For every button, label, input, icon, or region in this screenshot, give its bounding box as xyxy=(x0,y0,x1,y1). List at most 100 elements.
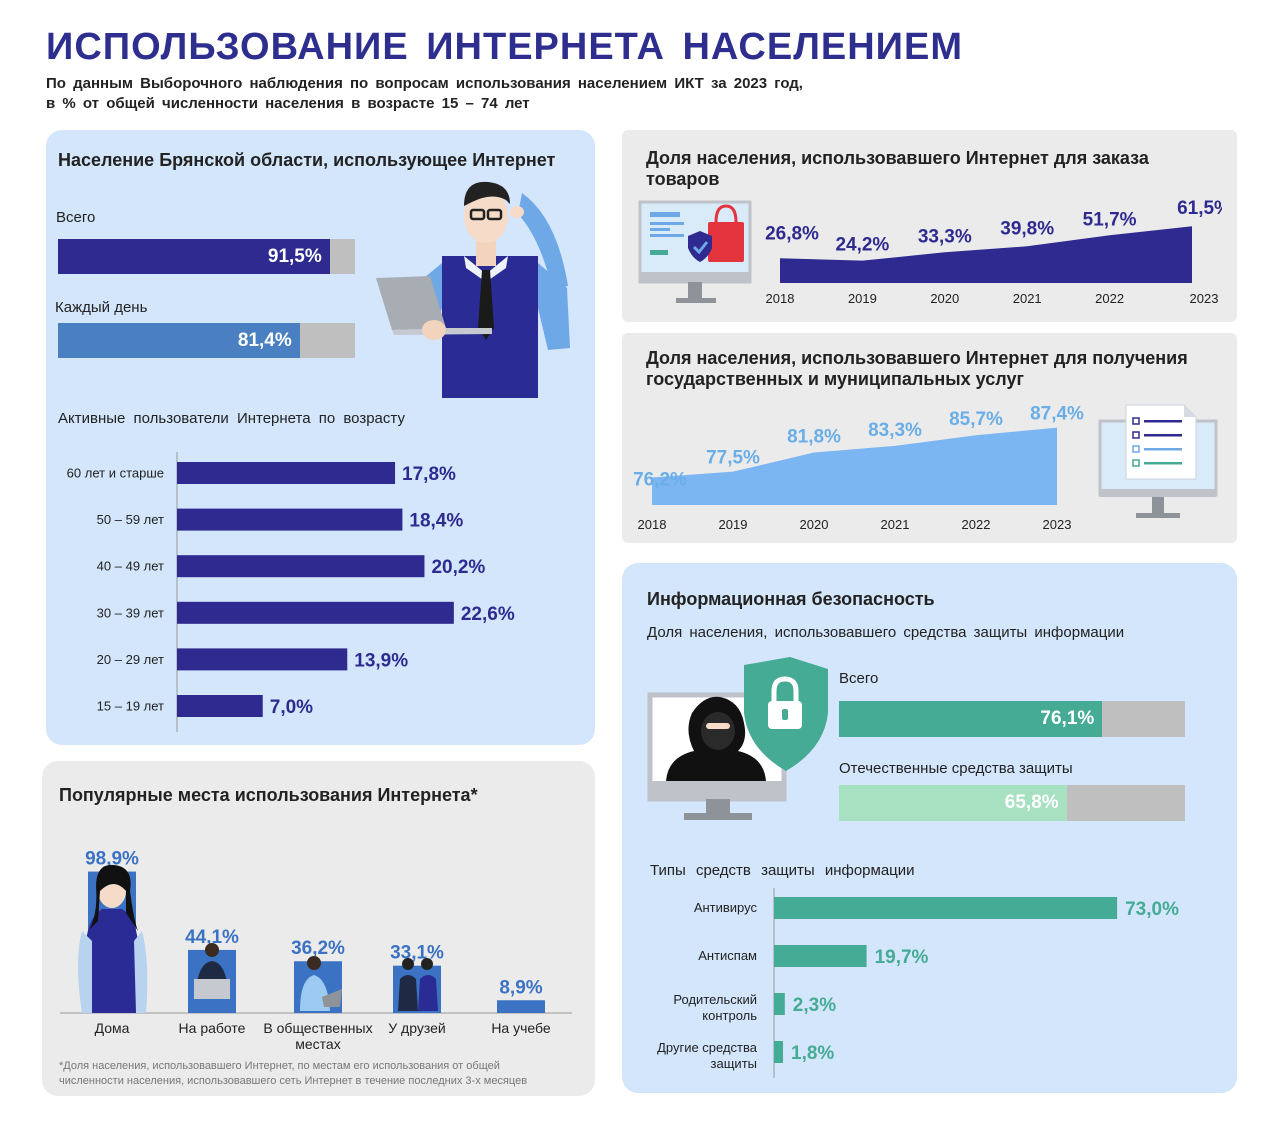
page-subtitle: По данным Выборочного наблюдения по вопр… xyxy=(46,74,803,114)
gov-heading: Доля населения, использовавшего Интернет… xyxy=(646,348,1188,389)
orders-year-label: 2023 xyxy=(1190,291,1219,306)
places-bar-chart: 98,9% Дома 44,1% На работе 36,2% В общественн… xyxy=(60,849,572,1051)
age-value-label: 7,0% xyxy=(270,697,313,718)
shopping-monitor-icon xyxy=(638,200,752,303)
subtitle-line-2: в % от общей численности населения в воз… xyxy=(46,95,530,112)
age-bar-chart: 60 лет и старше 17,8% 50 – 59 лет 18,4% 40 –… xyxy=(67,452,515,732)
types-value-label: 19,7% xyxy=(875,947,929,968)
daily-users-bar: 81,4% xyxy=(58,323,355,358)
types-value-label: 73,0% xyxy=(1125,899,1179,920)
gov-value-label: 85,7% xyxy=(949,409,1003,430)
protection-types-bar-chart: Антивирус 73,0% Антиспам 19,7% Родительскийк… xyxy=(657,888,1179,1078)
subtitle-line-1: По данным Выборочного наблюдения по вопр… xyxy=(46,75,803,92)
places-category-label: На учебе xyxy=(491,1020,551,1036)
daily-users-label: Каждый день xyxy=(55,299,148,316)
security-domestic-bar: 65,8% xyxy=(839,785,1185,821)
friends-icon xyxy=(398,958,438,1011)
internet-users-heading: Население Брянской области, использующее… xyxy=(58,150,556,170)
gov-value-label: 77,5% xyxy=(706,448,760,469)
types-value-label: 2,3% xyxy=(793,995,836,1016)
gov-year-label: 2023 xyxy=(1043,517,1072,532)
types-category-label: Антиспам xyxy=(698,948,757,963)
age-bar xyxy=(177,601,454,624)
orders-heading: Доля населения, использовавшего Интернет… xyxy=(646,148,1149,189)
age-category-label: 30 – 39 лет xyxy=(97,605,164,620)
footnote-line-2: численности населения, использовавшего с… xyxy=(59,1075,528,1087)
types-bar xyxy=(774,1041,783,1063)
gov-value-label: 81,8% xyxy=(787,427,841,448)
types-category-label: Другие средства xyxy=(657,1040,758,1055)
security-domestic-label: Отечественные средства защиты xyxy=(839,760,1073,777)
places-category-label: В общественных xyxy=(263,1020,372,1036)
places-value-label: 44,1% xyxy=(185,927,239,948)
age-value-label: 20,2% xyxy=(431,557,485,578)
orders-value-label: 24,2% xyxy=(835,235,889,256)
places-category-label: Дома xyxy=(95,1020,130,1036)
age-category-label: 60 лет и старше xyxy=(67,466,164,481)
gov-year-label: 2019 xyxy=(719,517,748,532)
gov-year-label: 2018 xyxy=(638,517,667,532)
age-category-label: 50 – 59 лет xyxy=(97,512,164,527)
places-value-label: 36,2% xyxy=(291,938,345,959)
security-panel: Информационная безопасность Доля населен… xyxy=(622,563,1237,1093)
gov-value-label: 87,4% xyxy=(1030,404,1084,425)
orders-year-label: 2018 xyxy=(766,291,795,306)
page-title: ИСПОЛЬЗОВАНИЕ ИНТЕРНЕТА НАСЕЛЕНИЕМ xyxy=(46,26,963,68)
age-category-label: 15 – 19 лет xyxy=(97,699,164,714)
orders-value-label: 26,8% xyxy=(765,223,819,244)
worker-with-laptop-icon xyxy=(194,943,230,999)
internet-users-panel: Население Брянской области, использующее… xyxy=(46,130,595,745)
places-value-label: 98,9% xyxy=(85,849,139,870)
places-category-label: местах xyxy=(295,1036,340,1051)
places-footnote: *Доля населения, использовавшего Интерне… xyxy=(59,1059,527,1089)
types-category-label: контроль xyxy=(702,1008,757,1023)
total-users-value: 91,5% xyxy=(267,245,322,267)
orders-value-label: 39,8% xyxy=(1000,218,1054,239)
protection-types-heading: Типы средств защиты информации xyxy=(650,862,915,879)
orders-area-chart: 2018 2019 2020 2021 2022 2023 26,8% 24,2% 33,3% 3… xyxy=(765,198,1222,306)
security-total-label: Всего xyxy=(839,670,879,687)
orders-year-label: 2022 xyxy=(1095,291,1124,306)
places-category-label: У друзей xyxy=(388,1020,445,1036)
age-value-label: 22,6% xyxy=(461,604,515,625)
footnote-line-1: *Доля населения, использовавшего Интерне… xyxy=(59,1060,500,1072)
total-users-label: Всего xyxy=(56,209,96,226)
orders-year-label: 2020 xyxy=(930,291,959,306)
age-value-label: 18,4% xyxy=(409,511,463,532)
gov-value-label: 83,3% xyxy=(868,420,922,441)
gov-year-label: 2021 xyxy=(881,517,910,532)
places-value-label: 8,9% xyxy=(499,977,542,998)
security-total-value: 76,1% xyxy=(1040,708,1095,729)
age-value-label: 17,8% xyxy=(402,464,456,485)
age-bar xyxy=(177,648,348,671)
places-panel: Популярные места использования Интернета… xyxy=(42,761,595,1096)
age-bar xyxy=(177,462,396,484)
orders-value-label: 61,5% xyxy=(1177,198,1222,219)
types-category-label: Антивирус xyxy=(694,900,758,915)
places-value-label: 33,1% xyxy=(390,943,444,964)
woman-with-phone-icon xyxy=(78,864,148,1013)
types-bar xyxy=(774,897,1118,919)
hacker-shield-icon xyxy=(647,657,828,820)
orders-panel: Доля населения, использовавшего Интернет… xyxy=(622,130,1237,322)
gov-panel: Доля населения, использовавшего Интернет… xyxy=(622,333,1237,543)
age-category-label: 40 – 49 лет xyxy=(97,559,164,574)
gov-year-label: 2020 xyxy=(800,517,829,532)
checklist-monitor-icon xyxy=(1098,404,1218,518)
gov-area xyxy=(652,427,1057,505)
orders-value-label: 51,7% xyxy=(1083,209,1137,230)
orders-year-label: 2019 xyxy=(848,291,877,306)
age-bar xyxy=(177,695,263,717)
security-subheading: Доля населения, использовавшего средства… xyxy=(647,624,1125,641)
places-heading: Популярные места использования Интернета… xyxy=(59,785,478,805)
total-users-bar: 91,5% xyxy=(58,239,355,274)
total-users-bar-fill: 91,5% xyxy=(58,239,330,274)
daily-users-bar-fill: 81,4% xyxy=(58,323,300,358)
security-heading: Информационная безопасность xyxy=(647,589,935,609)
age-category-label: 20 – 29 лет xyxy=(97,652,164,667)
types-value-label: 1,8% xyxy=(791,1043,834,1064)
security-total-bar: 76,1% xyxy=(839,701,1185,737)
gov-year-label: 2022 xyxy=(962,517,991,532)
age-bar xyxy=(177,508,403,531)
man-with-laptop-icon xyxy=(376,181,570,398)
